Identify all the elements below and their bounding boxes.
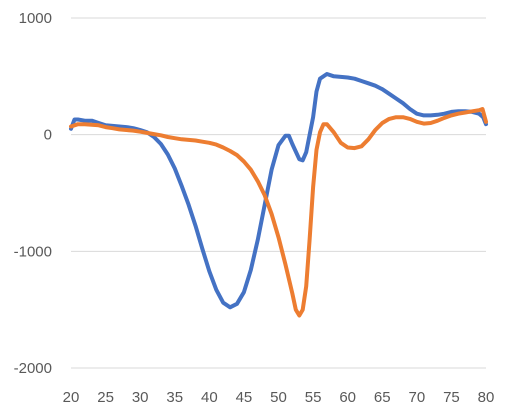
y-axis-tick-labels: 1000 0 -1000 -2000 (14, 10, 52, 377)
x-axis-tick-labels: 20 25 30 35 40 45 50 55 60 65 70 75 80 (63, 389, 495, 406)
y-tick-label: -1000 (14, 243, 52, 260)
series-line-2 (69, 107, 488, 318)
x-tick-label: 60 (339, 389, 356, 406)
x-tick-label: 70 (408, 389, 425, 406)
x-tick-label: 40 (201, 389, 218, 406)
x-tick-label: 55 (305, 389, 322, 406)
x-tick-label: 50 (270, 389, 287, 406)
y-tick-label: 1000 (19, 10, 52, 27)
x-tick-label: 80 (478, 389, 495, 406)
x-tick-label: 45 (236, 389, 253, 406)
gridlines (71, 17, 486, 369)
x-tick-label: 35 (166, 389, 183, 406)
x-tick-label: 65 (374, 389, 391, 406)
y-tick-label: -2000 (14, 360, 52, 377)
series-line-1 (69, 72, 488, 310)
x-tick-label: 30 (132, 389, 149, 406)
x-tick-label: 25 (97, 389, 114, 406)
y-tick-label: 0 (44, 127, 52, 144)
series-lines (69, 72, 488, 318)
x-tick-label: 75 (443, 389, 460, 406)
x-tick-label: 20 (63, 389, 80, 406)
